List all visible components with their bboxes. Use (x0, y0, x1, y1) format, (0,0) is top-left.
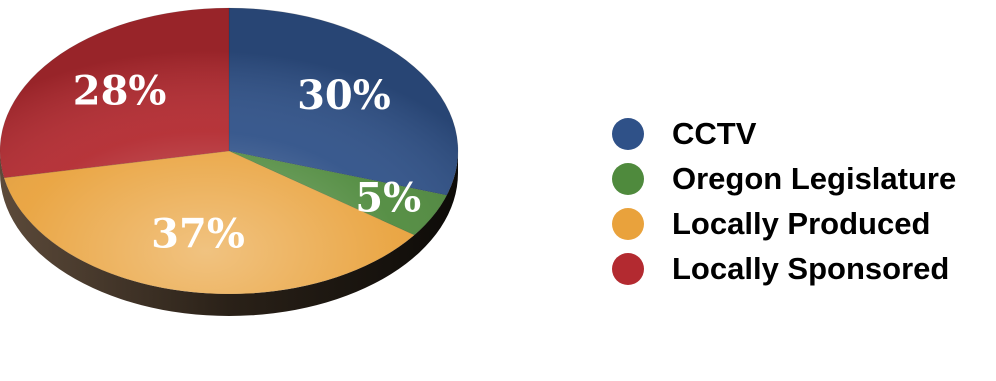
pie-slice-label-oregon-legislature: 5% (355, 175, 421, 222)
pie-slice-label-cctv: 30% (297, 72, 391, 119)
legend: CCTV Oregon Legislature Locally Produced Lo… (612, 111, 956, 291)
legend-item-cctv: CCTV (612, 111, 956, 156)
legend-item-locally-sponsored: Locally Sponsored (612, 246, 956, 291)
legend-label: Locally Sponsored (672, 250, 950, 286)
legend-swatch (612, 207, 644, 240)
legend-swatch (612, 252, 644, 285)
legend-swatch (612, 117, 644, 150)
legend-label: Locally Produced (672, 205, 931, 241)
pie-labels: 30% 5% 37% 28% (73, 68, 421, 258)
legend-label: Oregon Legislature (672, 160, 957, 196)
legend-item-oregon-legislature: Oregon Legislature (612, 156, 956, 201)
pie-chart: 30% 5% 37% 28% (0, 7, 459, 316)
legend-label: CCTV (672, 115, 757, 151)
pie-slice-label-locally-produced: 37% (151, 211, 245, 258)
legend-item-locally-produced: Locally Produced (612, 201, 956, 246)
legend-swatch (612, 162, 644, 195)
pie-slice-label-locally-sponsored: 28% (73, 68, 167, 115)
